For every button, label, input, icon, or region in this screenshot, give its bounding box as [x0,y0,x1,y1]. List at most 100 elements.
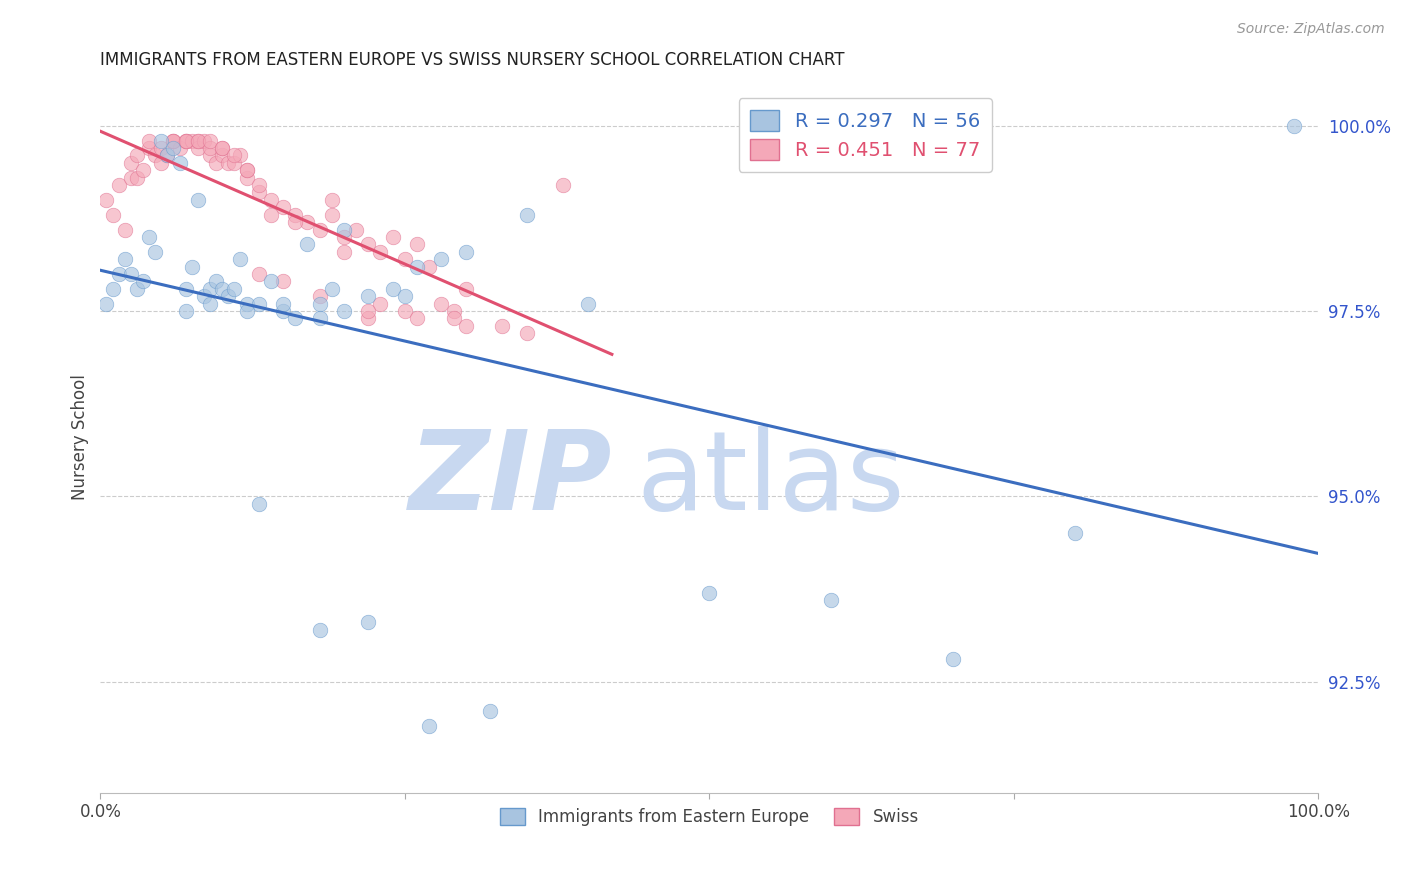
Point [260,274,283,288]
Point [235,163,257,178]
Point [381,282,404,296]
Point [150,141,173,155]
Point [162,141,184,155]
Point [357,237,380,252]
Point [418,719,440,733]
Point [211,282,233,296]
Point [443,304,465,318]
Point [96,193,118,207]
Point [406,237,429,252]
Point [333,304,356,318]
Point [516,326,538,341]
Point [143,148,166,162]
Point [454,244,477,259]
Point [211,141,233,155]
Point [132,274,155,288]
Point [198,296,221,310]
Point [553,178,575,192]
Point [491,318,513,333]
Point [321,193,343,207]
Point [114,222,136,236]
Point [101,208,124,222]
Point [516,208,538,222]
Point [211,141,233,155]
Point [235,304,257,318]
Point [1282,119,1305,133]
Point [107,267,129,281]
Point [235,163,257,178]
Point [820,593,842,607]
Point [406,311,429,326]
Point [394,304,416,318]
Point [217,156,239,170]
Point [198,141,221,155]
Point [381,230,404,244]
Point [454,318,477,333]
Point [174,134,197,148]
Point [479,704,502,718]
Point [308,296,330,310]
Point [125,148,148,162]
Point [370,244,392,259]
Point [174,134,197,148]
Point [198,148,221,162]
Point [180,260,202,274]
Point [271,200,294,214]
Point [443,311,465,326]
Point [247,267,270,281]
Point [576,296,599,310]
Point [162,134,184,148]
Point [308,311,330,326]
Text: ZIP: ZIP [408,426,612,533]
Point [394,252,416,267]
Point [180,134,202,148]
Point [247,296,270,310]
Point [357,304,380,318]
Point [247,497,270,511]
Point [229,252,252,267]
Point [217,289,239,303]
Point [224,282,246,296]
Point [224,156,246,170]
Point [169,156,191,170]
Legend: Immigrants from Eastern Europe, Swiss: Immigrants from Eastern Europe, Swiss [492,799,927,834]
Point [357,289,380,303]
Point [107,178,129,192]
Point [150,156,173,170]
Point [138,141,160,155]
Point [187,134,209,148]
Point [198,134,221,148]
Point [942,652,965,666]
Point [174,134,197,148]
Point [205,274,228,288]
Point [271,274,294,288]
Point [174,282,197,296]
Point [174,304,197,318]
Point [211,148,233,162]
Point [120,267,142,281]
Point [187,141,209,155]
Point [357,311,380,326]
Point [132,163,155,178]
Point [235,296,257,310]
Text: IMMIGRANTS FROM EASTERN EUROPE VS SWISS NURSERY SCHOOL CORRELATION CHART: IMMIGRANTS FROM EASTERN EUROPE VS SWISS … [100,51,845,69]
Point [333,244,356,259]
Point [418,260,440,274]
Point [235,170,257,185]
Point [260,193,283,207]
Point [205,156,228,170]
Point [344,222,367,236]
Point [271,296,294,310]
Point [101,282,124,296]
Point [114,252,136,267]
Point [297,237,319,252]
Point [297,215,319,229]
Point [260,208,283,222]
Point [125,170,148,185]
Point [697,585,720,599]
Point [430,252,453,267]
Point [284,208,307,222]
Y-axis label: Nursery School: Nursery School [72,374,89,500]
Point [370,296,392,310]
Text: Source: ZipAtlas.com: Source: ZipAtlas.com [1237,22,1385,37]
